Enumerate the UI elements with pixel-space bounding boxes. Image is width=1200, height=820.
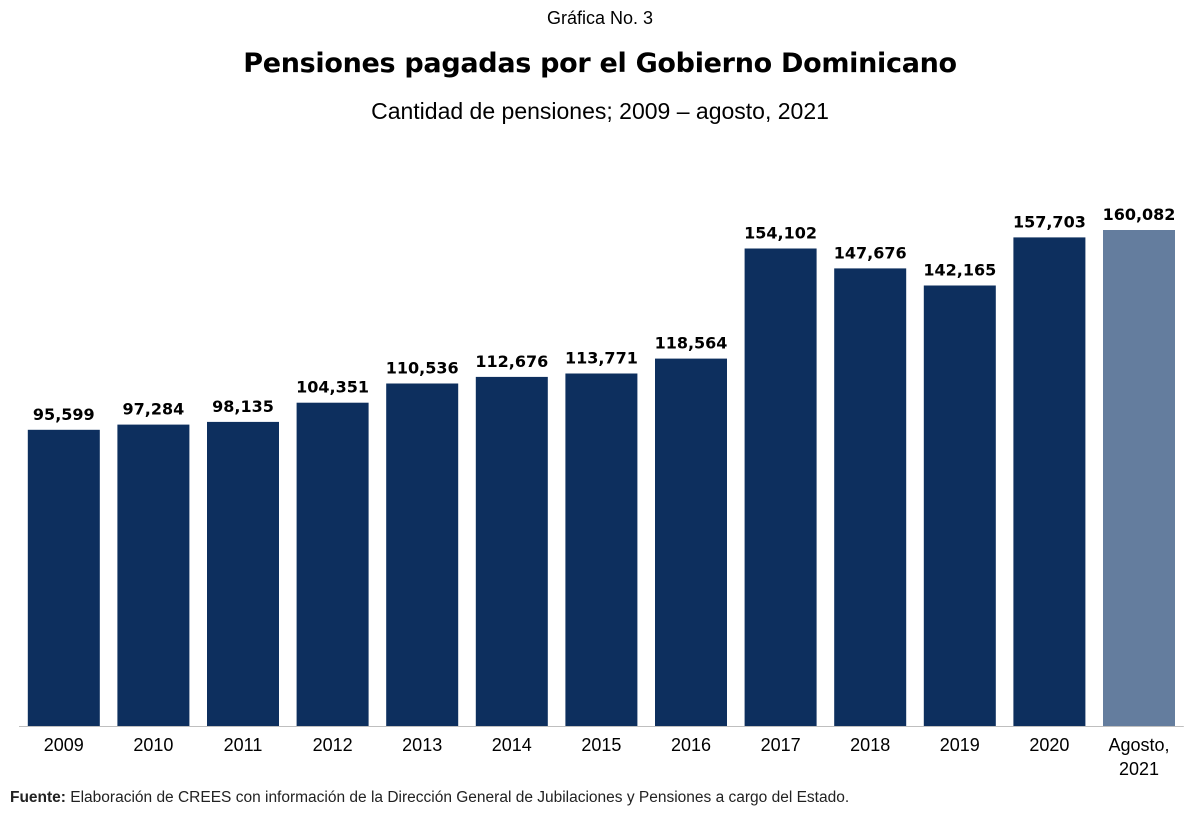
- bars-layer: [27, 230, 1175, 726]
- data-label: 113,771: [565, 349, 638, 368]
- bar-2020: [1013, 237, 1086, 726]
- bar-2019: [923, 285, 996, 726]
- data-label: 110,536: [386, 359, 459, 378]
- source-label: Fuente:: [10, 789, 66, 806]
- x-tick-label: 2009: [44, 735, 84, 755]
- x-tick-label: 2012: [313, 735, 353, 755]
- data-label: 98,135: [212, 397, 274, 416]
- bar-2011: [207, 421, 279, 726]
- bar-agosto-2021: [1103, 230, 1175, 726]
- bar-2009: [27, 429, 100, 726]
- chart-label: Gráfica No. 3: [546, 8, 654, 28]
- x-tick-label: 2010: [133, 735, 173, 755]
- x-tick-label: Agosto, 2021: [1108, 735, 1169, 779]
- data-label: 95,599: [33, 405, 95, 424]
- x-tick-label: 2020: [1029, 735, 1069, 755]
- x-tick-labels-layer: 2009 2010 2011 2012 2013 2014 2015 2016 2017 2018…: [44, 735, 1170, 779]
- x-tick-label: 2011: [224, 735, 263, 755]
- bar-2013: [386, 383, 459, 726]
- x-tick-label: 2014: [492, 735, 532, 755]
- bar-2010: [117, 424, 190, 726]
- x-tick-label: 2019: [940, 735, 980, 755]
- x-tick-label: 2016: [671, 735, 711, 755]
- source-note: Fuente: Elaboración de CREES con informa…: [10, 789, 1190, 807]
- source-text: Elaboración de CREES con información de …: [65, 789, 850, 806]
- x-tick-label: 2015: [581, 735, 621, 755]
- data-label: 147,676: [834, 243, 907, 262]
- bar-2012: [296, 402, 369, 726]
- bar-2015: [565, 373, 638, 726]
- bar-2014: [475, 376, 548, 726]
- x-tick-label: 2013: [402, 735, 442, 755]
- data-label: 104,351: [296, 378, 369, 397]
- bar-2016: [655, 358, 727, 726]
- data-label: 112,676: [475, 352, 548, 371]
- data-label: 118,564: [655, 334, 728, 353]
- chart-title: Pensiones pagadas por el Gobierno Domini…: [243, 48, 957, 79]
- bar-2017: [744, 248, 817, 726]
- chart-subtitle: Cantidad de pensiones; 2009 – agosto, 20…: [371, 98, 829, 124]
- data-label: 160,082: [1103, 205, 1176, 224]
- data-label: 157,703: [1013, 212, 1086, 231]
- data-label: 142,165: [923, 261, 996, 280]
- bar-2018: [834, 268, 907, 726]
- data-label: 97,284: [123, 400, 185, 419]
- x-tick-label: 2017: [761, 735, 801, 755]
- value-labels-layer: 95,599 97,284 98,135 104,351 110,536 112,676 1…: [33, 205, 1176, 424]
- data-label: 154,102: [744, 224, 817, 243]
- x-tick-label: 2018: [850, 735, 890, 755]
